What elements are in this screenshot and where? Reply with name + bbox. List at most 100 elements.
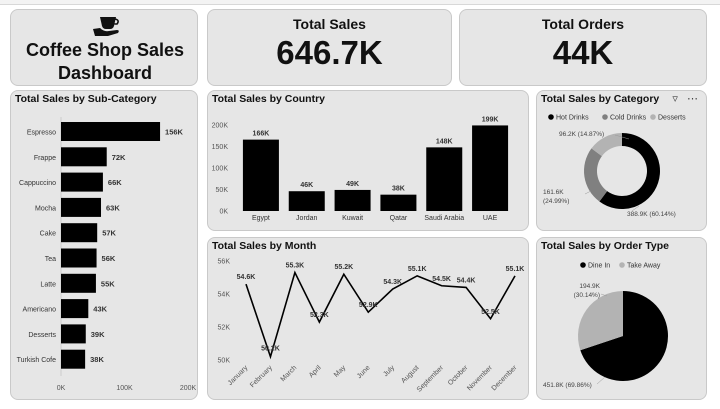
subcategory-tick-label: Cake	[40, 231, 56, 238]
subcategory-data-label: 56K	[102, 254, 116, 263]
country-x-tick: Saudi Arabia	[424, 215, 464, 222]
country-y-tick: 0K	[219, 209, 228, 216]
category-data-label: 96.2K (14.87%)	[559, 131, 604, 138]
ordertype-chart-card: Total Sales by Order Type Dine In Take Aw…	[536, 237, 707, 400]
subcategory-x-tick: 200K	[180, 385, 197, 392]
country-y-tick: 150K	[212, 144, 229, 151]
month-data-label: 54.6K	[237, 274, 256, 281]
month-x-tick: August	[400, 364, 420, 384]
country-x-tick: Egypt	[252, 215, 270, 222]
subcategory-data-label: 63K	[106, 203, 120, 212]
total-sales-card: Total Sales 646.7K	[207, 9, 452, 86]
month-x-tick: March	[280, 364, 299, 383]
subcategory-tick-label: Latte	[40, 281, 56, 288]
subcategory-bar	[61, 147, 107, 167]
month-data-label: 55.1K	[506, 266, 525, 273]
category-chart-card: Total Sales by Category ▿ ⋯ Hot Drinks Co…	[536, 90, 707, 231]
month-data-label: 55.1K	[408, 266, 427, 273]
subcategory-bar	[61, 122, 161, 141]
more-options-icon[interactable]: ⋯	[687, 93, 698, 105]
country-x-tick: Kuwait	[342, 215, 363, 222]
month-x-tick: April	[308, 364, 323, 379]
category-slice	[599, 133, 660, 209]
subcategory-tick-label: Cappuccino	[19, 180, 56, 187]
country-data-label: 46K	[300, 182, 313, 189]
total-orders-label: Total Orders	[541, 16, 625, 32]
month-series-line	[245, 270, 516, 360]
visual-toolbar: ▿ ⋯	[672, 92, 698, 105]
month-data-label: 54.4K	[457, 277, 476, 284]
subcategory-data-label: 156K	[165, 128, 184, 137]
ordertype-leader-line	[600, 293, 608, 297]
subcategory-chart-card: Total Sales by Sub-Category Espresso 156K…	[10, 90, 198, 400]
category-chart-title: Total Sales by Category	[541, 93, 660, 105]
top-strip	[0, 0, 720, 5]
month-data-label: 52.5K	[481, 309, 500, 316]
subcategory-tick-label: Mocha	[35, 205, 56, 212]
month-x-tick: December	[491, 364, 519, 392]
total-orders-card: Total Orders 44K	[459, 9, 707, 86]
dashboard-title: Coffee Shop Sales Dashboard	[25, 40, 185, 83]
country-x-tick: UAE	[483, 215, 498, 222]
category-slice	[584, 148, 608, 202]
category-slice	[591, 133, 622, 157]
month-data-label: 52.9K	[359, 302, 378, 309]
subcategory-x-tick: 100K	[116, 385, 133, 392]
subcategory-data-label: 55K	[101, 279, 115, 288]
total-orders-value: 44K	[552, 34, 614, 71]
month-data-label: 54.5K	[432, 276, 451, 283]
subcategory-bar	[61, 223, 98, 243]
country-bar	[288, 191, 325, 211]
month-chart-card: Total Sales by Month 50K 52K 54K 56K 54.6K Ja…	[207, 237, 529, 400]
country-data-label: 49K	[346, 181, 359, 188]
category-leader-line	[584, 190, 592, 195]
country-x-tick: Qatar	[390, 215, 408, 222]
category-data-label: 388.9K (60.14%)	[627, 211, 676, 218]
category-leader-line	[614, 134, 630, 140]
country-bar	[334, 189, 371, 211]
category-legend-marker	[602, 114, 608, 120]
month-data-label: 55.2K	[334, 264, 353, 271]
month-x-tick: February	[249, 364, 274, 389]
month-data-label: 55.3K	[286, 263, 305, 270]
country-chart: 0K 50K 100K 150K 200K 166K Egypt 46K Jordan 49K Ku…	[212, 116, 509, 222]
subcategory-bar	[61, 324, 86, 344]
subcategory-bar	[61, 197, 102, 217]
month-x-tick: July	[382, 364, 396, 378]
country-data-label: 166K	[253, 131, 270, 138]
ordertype-chart-title: Total Sales by Order Type	[541, 240, 669, 252]
country-bar	[472, 125, 509, 211]
country-bar	[426, 147, 463, 211]
subcategory-x-tick: 0K	[57, 385, 66, 392]
country-data-label: 148K	[436, 138, 453, 145]
subcategory-data-label: 72K	[112, 153, 126, 162]
coffee-cup-hand-icon	[93, 17, 119, 36]
month-x-tick: June	[356, 364, 372, 380]
subcategory-data-label: 57K	[102, 229, 116, 238]
subcategory-tick-label: Americano	[23, 307, 57, 314]
category-data-label: (24.99%)	[543, 198, 569, 205]
subcategory-data-label: 66K	[108, 178, 122, 187]
subcategory-tick-label: Frappe	[34, 155, 56, 162]
country-y-tick: 200K	[212, 123, 229, 130]
category-legend-label: Hot Drinks	[556, 115, 589, 122]
ordertype-legend-label: Dine In	[588, 263, 610, 270]
filter-icon[interactable]: ▿	[672, 93, 678, 105]
category-leader-line	[631, 205, 640, 212]
month-chart: 50K 52K 54K 56K 54.6K January 50.2K February 55.…	[218, 259, 525, 394]
subcategory-tick-label: Espresso	[27, 130, 56, 137]
subcategory-bar	[61, 248, 97, 268]
category-legend-label: Desserts	[658, 115, 686, 122]
ordertype-legend-marker	[580, 262, 586, 268]
month-y-tick: 56K	[218, 259, 231, 266]
subcategory-bar	[61, 349, 86, 369]
subcategory-chart: Espresso 156K Frappe 72K Cappuccino 66K Mocha 6…	[17, 117, 197, 392]
total-sales-value: 646.7K	[276, 34, 383, 71]
country-data-label: 199K	[482, 116, 499, 123]
ordertype-slice	[578, 291, 623, 351]
country-y-tick: 50K	[216, 187, 229, 194]
month-y-tick: 52K	[218, 325, 231, 332]
subcategory-data-label: 38K	[90, 355, 104, 364]
country-data-label: 38K	[392, 186, 405, 193]
month-data-label: 54.3K	[383, 279, 402, 286]
